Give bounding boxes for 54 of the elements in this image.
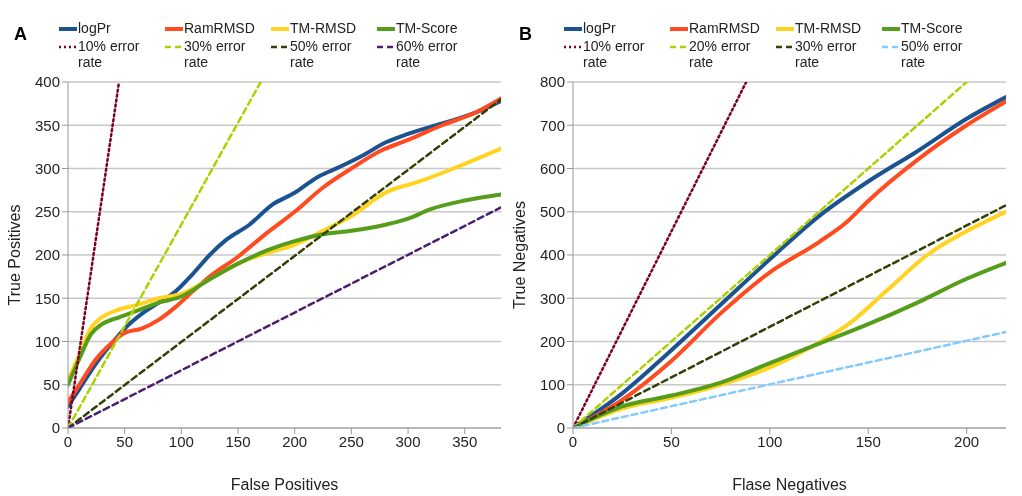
y-tick-label: 500: [539, 203, 565, 221]
legend-label: TM-RMSD: [290, 20, 357, 36]
chart-title: B: [519, 24, 532, 45]
legend-label: logPr: [78, 20, 111, 36]
legend-label: 20% error rate: [689, 38, 752, 70]
x-tick-label: 100: [757, 432, 783, 450]
x-tick-label: 200: [282, 432, 308, 450]
y-tick-label: 200: [539, 332, 565, 350]
y-tick-label: 700: [539, 116, 565, 134]
y-tick-label: 600: [539, 159, 565, 177]
y-tick-label: 150: [34, 289, 60, 307]
legend-label: 30% error rate: [184, 38, 247, 70]
legend-label: 30% error rate: [795, 38, 858, 70]
y-tick-label: 100: [34, 332, 60, 350]
y-tick-label: 300: [34, 159, 60, 177]
y-tick-label: 200: [34, 246, 60, 264]
x-tick-label: 100: [168, 432, 194, 450]
legend-label: 50% error rate: [290, 38, 353, 70]
x-axis-title: False Positives: [230, 476, 339, 493]
x-tick-label: 300: [395, 432, 421, 450]
x-tick-label: 50: [116, 432, 134, 450]
legend-label: logPr: [583, 20, 616, 36]
y-axis-title: True Negatives: [510, 201, 528, 309]
y-tick-label: 300: [539, 289, 565, 307]
y-tick-label: 250: [34, 203, 60, 221]
chart-title: A: [14, 24, 27, 45]
x-tick-label: 350: [452, 432, 478, 450]
y-tick-label: 400: [539, 246, 565, 264]
legend-label: 10% error rate: [583, 38, 646, 70]
legend-label: 60% error rate: [396, 38, 459, 70]
x-tick-label: 0: [568, 432, 578, 450]
x-tick-label: 200: [954, 432, 980, 450]
legend-label: RamRMSD: [689, 20, 760, 36]
x-tick-label: 0: [63, 432, 73, 450]
x-tick-label: 50: [663, 432, 680, 450]
y-tick-label: 100: [539, 376, 565, 394]
y-tick-label: 0: [556, 419, 565, 437]
legend-label: 50% error rate: [901, 38, 964, 70]
legend-label: TM-Score: [901, 20, 963, 36]
y-tick-label: 0: [51, 419, 60, 437]
legend-label: RamRMSD: [184, 20, 255, 36]
y-tick-label: 350: [34, 116, 60, 134]
y-tick-label: 800: [539, 73, 565, 91]
legend-label: TM-RMSD: [795, 20, 862, 36]
x-tick-label: 250: [338, 432, 364, 450]
x-tick-label: 150: [855, 432, 881, 450]
line-series: [68, 192, 501, 387]
y-axis-title: True Positives: [5, 204, 23, 306]
y-tick-label: 50: [43, 376, 60, 394]
x-axis-title: Flase Negatives: [732, 476, 847, 493]
y-tick-label: 400: [34, 73, 60, 91]
legend-label: 10% error rate: [78, 38, 141, 70]
x-tick-label: 150: [225, 432, 251, 450]
legend-label: TM-Score: [396, 20, 458, 36]
